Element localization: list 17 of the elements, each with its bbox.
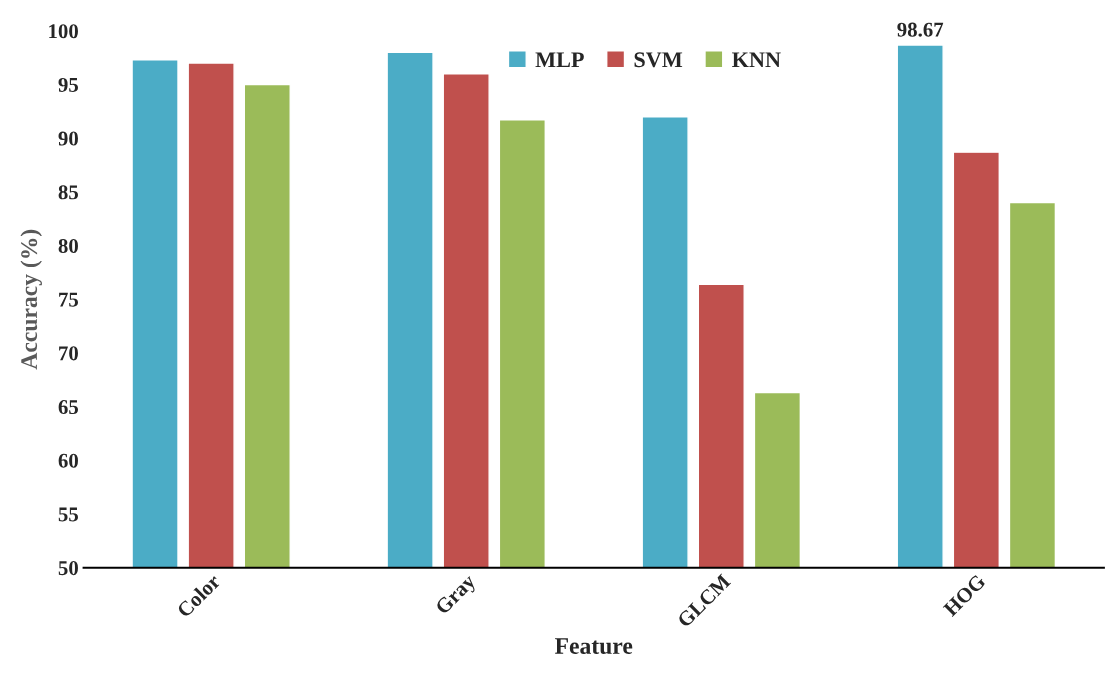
y-tick-label: 85 xyxy=(58,185,78,200)
y-tick-label: 90 xyxy=(58,131,78,146)
legend-label: MLP xyxy=(535,52,584,67)
y-axis-title: Accuracy (%) xyxy=(20,229,42,370)
y-tick-label: 60 xyxy=(58,453,78,468)
y-tick-label: 70 xyxy=(59,346,78,361)
data-label: 98.67 xyxy=(897,22,944,37)
y-tick-label: 50 xyxy=(58,561,78,576)
y-tick-label: 80 xyxy=(58,238,78,253)
y-tick-label: 55 xyxy=(58,507,78,522)
y-tick-label: 65 xyxy=(58,400,78,415)
y-tick-label: 95 xyxy=(58,77,78,92)
y-tick-label: 75 xyxy=(59,292,78,307)
x-axis-title: Feature xyxy=(555,638,633,654)
y-tick-label: 100 xyxy=(49,24,78,39)
legend-label: SVM xyxy=(634,52,683,68)
legend-label: KNN xyxy=(732,52,781,67)
